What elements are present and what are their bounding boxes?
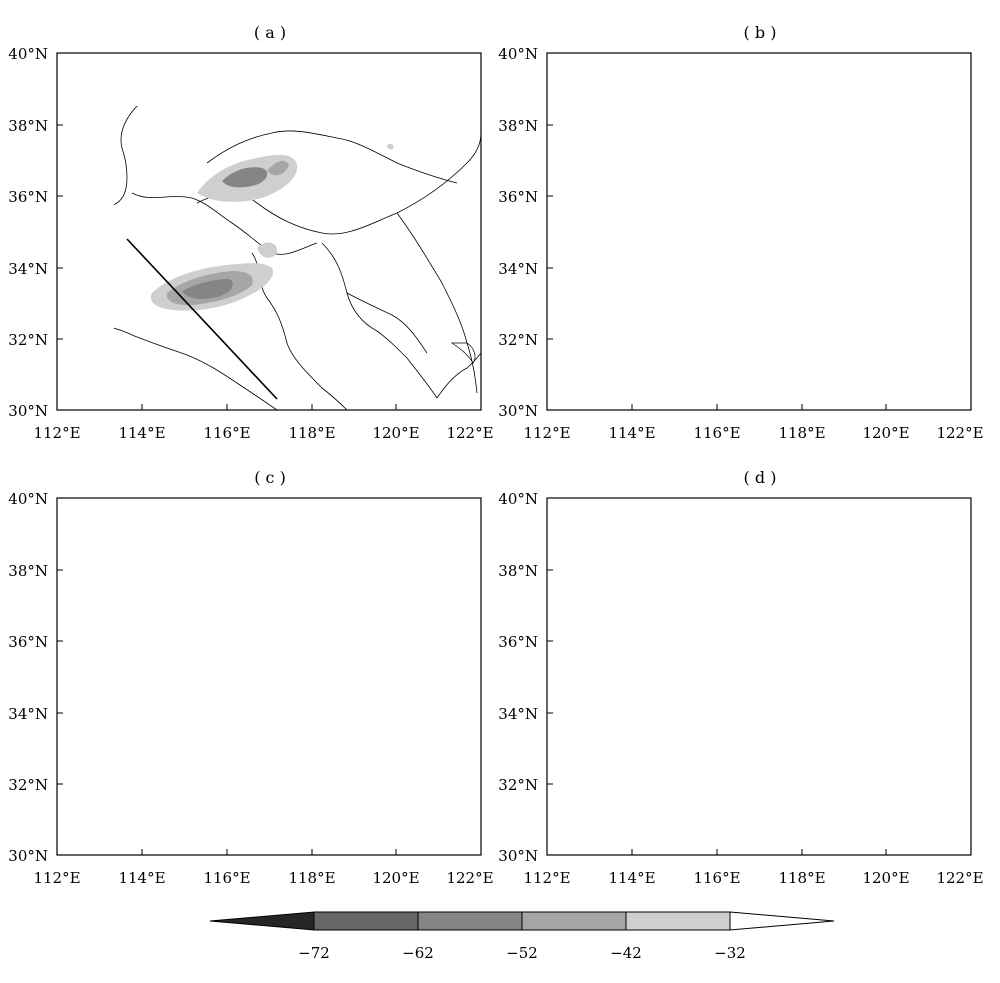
- y-tick: 36°N: [8, 188, 48, 206]
- y-tick: 30°N: [8, 402, 48, 420]
- map-frame-b: [546, 52, 972, 411]
- contour-region-b1: [757, 139, 808, 173]
- x-tick: 114°E: [608, 869, 655, 887]
- x-tick: 118°E: [778, 424, 825, 442]
- section-line-c: [139, 738, 289, 846]
- colorbar: −72 −62 −52 −42 −32: [209, 911, 835, 962]
- y-tick: 40°N: [8, 490, 48, 508]
- x-tick: 118°E: [288, 869, 335, 887]
- x-tick: 118°E: [288, 424, 335, 442]
- colorbar-label: −32: [714, 944, 746, 962]
- x-tick: 122°E: [446, 424, 493, 442]
- y-tick: 38°N: [8, 562, 48, 580]
- axis-labels: 112°E 114°E 116°E 118°E 120°E 122°E 30°N…: [8, 45, 983, 887]
- y-tick: 32°N: [8, 776, 48, 794]
- section-line-d: [629, 741, 777, 846]
- x-tick: 114°E: [118, 424, 165, 442]
- panel-a: ( a ): [56, 23, 482, 411]
- x-axis-c: 112°E 114°E 116°E 118°E 120°E 122°E: [33, 869, 493, 887]
- tick-marks: [57, 124, 887, 855]
- contour-region-a1: [197, 154, 298, 202]
- x-tick: 122°E: [936, 869, 983, 887]
- map-frame-a: [56, 52, 482, 411]
- x-tick: 118°E: [778, 869, 825, 887]
- contour-region-d1: [592, 675, 901, 820]
- section-line-b: [631, 291, 779, 399]
- x-tick: 116°E: [203, 869, 250, 887]
- x-tick: 112°E: [523, 869, 570, 887]
- map-frame-c: [56, 497, 482, 856]
- y-axis-d: 30°N 32°N 34°N 36°N 38°N 40°N: [498, 490, 538, 865]
- x-tick: 116°E: [693, 869, 740, 887]
- x-tick: 120°E: [862, 869, 909, 887]
- y-tick: 36°N: [498, 188, 538, 206]
- x-tick: 114°E: [608, 424, 655, 442]
- section-line-a: [126, 238, 278, 400]
- y-tick: 30°N: [8, 847, 48, 865]
- y-tick: 32°N: [498, 776, 538, 794]
- panel-label-b: ( b ): [744, 23, 777, 42]
- y-tick: 30°N: [498, 402, 538, 420]
- x-tick: 116°E: [693, 424, 740, 442]
- y-tick: 36°N: [8, 633, 48, 651]
- panel-b: ( b ): [546, 23, 972, 411]
- map-frame-d: [546, 497, 972, 856]
- y-tick: 40°N: [498, 45, 538, 63]
- colorbar-label: −72: [298, 944, 330, 962]
- colorbar-max-extend: [729, 911, 835, 931]
- contour-region-b2: [747, 185, 900, 303]
- y-axis-c: 30°N 32°N 34°N 36°N 38°N 40°N: [8, 490, 48, 865]
- panel-label-d: ( d ): [744, 468, 777, 487]
- y-tick: 38°N: [8, 117, 48, 135]
- x-axis-a: 112°E 114°E 116°E 118°E 120°E 122°E: [33, 424, 493, 442]
- colorbar-label: −62: [402, 944, 434, 962]
- x-tick: 114°E: [118, 869, 165, 887]
- y-tick: 32°N: [8, 331, 48, 349]
- y-tick: 32°N: [498, 331, 538, 349]
- y-tick: 36°N: [498, 633, 538, 651]
- y-tick: 34°N: [498, 705, 538, 723]
- colorbar-segment: [625, 911, 731, 931]
- panel-label-a: ( a ): [254, 23, 286, 42]
- x-axis-d: 112°E 114°E 116°E 118°E 120°E 122°E: [523, 869, 983, 887]
- x-tick: 112°E: [523, 424, 570, 442]
- contour-region-c1: [307, 573, 475, 711]
- y-tick: 38°N: [498, 117, 538, 135]
- panel-c: ( c ): [56, 468, 482, 856]
- colorbar-segment: [417, 911, 523, 931]
- x-tick: 116°E: [203, 424, 250, 442]
- colorbar-min-extend: [209, 911, 315, 931]
- x-tick: 122°E: [936, 424, 983, 442]
- x-axis-b: 112°E 114°E 116°E 118°E 120°E 122°E: [523, 424, 983, 442]
- y-tick: 34°N: [498, 260, 538, 278]
- colorbar-segment: [521, 911, 627, 931]
- y-tick: 34°N: [8, 260, 48, 278]
- x-tick: 120°E: [372, 869, 419, 887]
- x-tick: 112°E: [33, 869, 80, 887]
- y-axis-b: 30°N 32°N 34°N 36°N 38°N 40°N: [498, 45, 538, 420]
- panel-label-c: ( c ): [254, 468, 286, 487]
- y-tick: 40°N: [8, 45, 48, 63]
- colorbar-label: −52: [506, 944, 538, 962]
- y-tick: 30°N: [498, 847, 538, 865]
- y-tick: 34°N: [8, 705, 48, 723]
- x-tick: 112°E: [33, 424, 80, 442]
- y-tick: 38°N: [498, 562, 538, 580]
- y-axis-a: 30°N 32°N 34°N 36°N 38°N 40°N: [8, 45, 48, 420]
- panel-d: ( d ): [546, 468, 972, 856]
- contour-region-a2: [150, 143, 394, 311]
- colorbar-segment: [313, 911, 419, 931]
- x-tick: 120°E: [862, 424, 909, 442]
- x-tick: 122°E: [446, 869, 493, 887]
- contour-region-d2: [547, 498, 971, 758]
- colorbar-label: −42: [610, 944, 642, 962]
- contour-region-c2: [57, 559, 350, 821]
- y-tick: 40°N: [498, 490, 538, 508]
- x-tick: 120°E: [372, 424, 419, 442]
